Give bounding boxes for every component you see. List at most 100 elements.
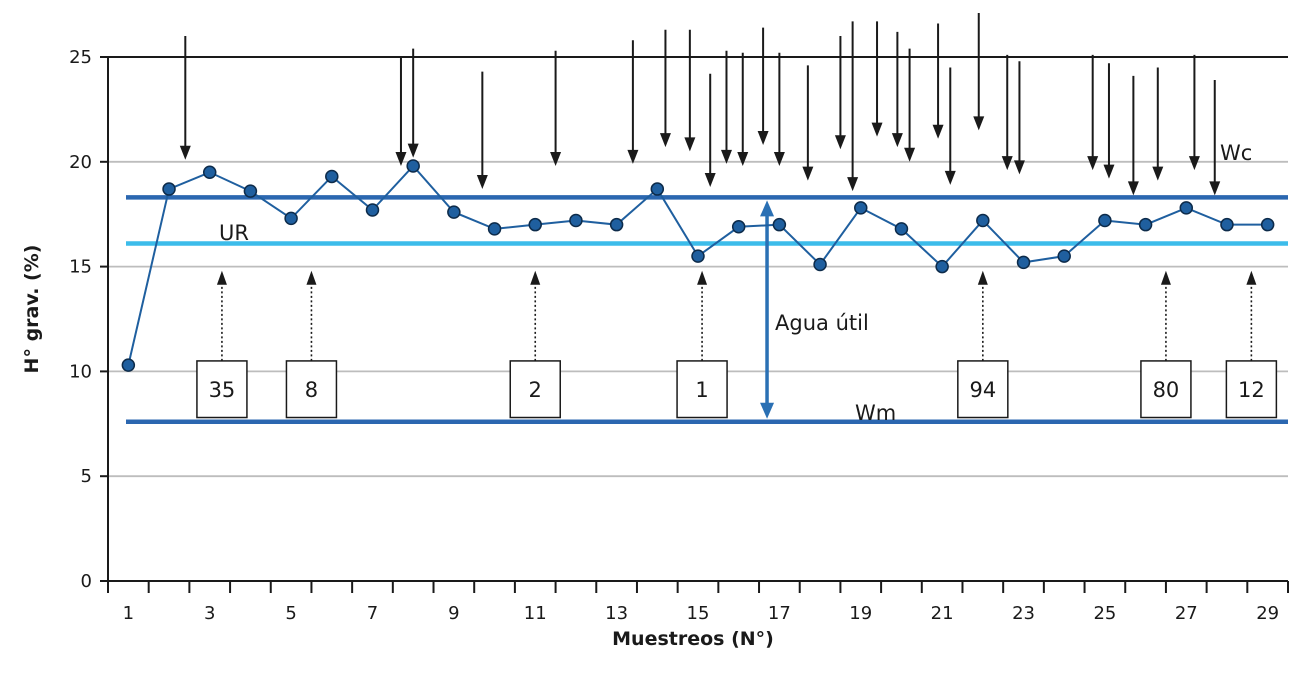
rain-arrow-head bbox=[737, 151, 749, 166]
irrigation-arrow-head bbox=[306, 270, 317, 285]
x-tick-label: 13 bbox=[605, 603, 628, 624]
rain-arrow-head bbox=[944, 170, 956, 185]
reference-label-wm: Wm bbox=[855, 401, 896, 425]
irrigation-event: 2 bbox=[509, 270, 561, 419]
irrigation-arrow-head bbox=[530, 270, 541, 285]
rain-arrow-head bbox=[834, 135, 846, 150]
rain-arrow-head bbox=[395, 151, 407, 166]
data-point bbox=[487, 222, 502, 236]
irrigation-value: 1 bbox=[695, 378, 708, 402]
x-tick-label: 21 bbox=[931, 603, 954, 624]
y-tick-label: 0 bbox=[81, 571, 92, 592]
irrigation-box bbox=[285, 360, 338, 419]
data-point bbox=[650, 182, 665, 196]
irrigation-value: 94 bbox=[969, 378, 996, 402]
data-point bbox=[121, 358, 136, 372]
rain-arrow-head bbox=[627, 149, 639, 164]
reference-label-ur: UR bbox=[219, 221, 249, 245]
x-tick-label: 7 bbox=[367, 603, 378, 624]
irrigation-arrow-head bbox=[697, 270, 708, 285]
irrigation-box bbox=[196, 360, 248, 419]
rain-arrow-head bbox=[757, 131, 769, 146]
x-tick-label: 27 bbox=[1175, 603, 1198, 624]
data-point bbox=[1138, 217, 1153, 232]
rain-arrow-head bbox=[659, 133, 671, 148]
available-water-label: Agua útil bbox=[775, 311, 869, 335]
irrigation-arrow-head bbox=[977, 270, 988, 285]
rain-arrow-head bbox=[1127, 181, 1139, 196]
data-point bbox=[976, 213, 990, 228]
x-tick-label: 29 bbox=[1256, 603, 1279, 624]
data-point bbox=[609, 217, 624, 232]
x-tick-label: 17 bbox=[768, 603, 791, 624]
data-point bbox=[813, 257, 827, 272]
irrigation-arrow-head bbox=[216, 270, 227, 285]
y-tick-label: 5 bbox=[81, 466, 92, 487]
irrigation-event: 8 bbox=[285, 270, 338, 419]
y-tick-label: 25 bbox=[69, 47, 92, 68]
irrigation-value: 8 bbox=[305, 378, 318, 402]
x-tick-label: 5 bbox=[285, 603, 296, 624]
rain-arrow-head bbox=[684, 137, 696, 152]
chart-labels: Muestreos (N°) H° grav. (%) Wc UR Wm Agua úti… bbox=[21, 141, 1252, 650]
data-point bbox=[1098, 213, 1112, 228]
rain-arrow-head bbox=[179, 145, 191, 160]
x-tick-label: 19 bbox=[849, 603, 872, 624]
rain-arrow-head bbox=[1188, 156, 1200, 171]
reference-label-wc: Wc bbox=[1220, 141, 1252, 165]
x-tick-label: 23 bbox=[1012, 603, 1035, 624]
irrigation-arrow-head bbox=[1160, 270, 1171, 285]
rain-arrow-head bbox=[704, 172, 716, 187]
rain-arrow-head bbox=[904, 147, 916, 162]
data-point bbox=[1179, 201, 1194, 215]
data-point bbox=[162, 182, 176, 196]
available-water-arrow-head-bottom bbox=[760, 402, 775, 419]
rain-arrow-head bbox=[847, 177, 859, 192]
irrigation-events: 35 8 2 1 94 80 12 bbox=[196, 270, 1278, 419]
y-tick-label: 10 bbox=[69, 361, 92, 382]
data-point bbox=[894, 222, 909, 236]
irrigation-value: 35 bbox=[209, 378, 236, 402]
irrigation-box bbox=[1140, 360, 1192, 419]
irrigation-value: 12 bbox=[1238, 378, 1265, 402]
data-point bbox=[406, 159, 420, 173]
available-water-arrow-head-top bbox=[760, 200, 775, 217]
y-tick-label: 15 bbox=[69, 257, 92, 278]
data-point bbox=[569, 213, 583, 228]
irrigation-value: 80 bbox=[1153, 378, 1180, 402]
data-point bbox=[202, 165, 217, 180]
series-layer bbox=[121, 159, 1275, 372]
data-point bbox=[284, 211, 298, 226]
data-point bbox=[528, 217, 542, 232]
rain-arrow-head bbox=[720, 149, 732, 164]
rain-arrow-head bbox=[1209, 181, 1221, 196]
rain-arrow-head bbox=[871, 122, 883, 137]
data-point bbox=[691, 249, 705, 263]
rain-arrow-head bbox=[891, 133, 903, 148]
irrigation-event: 94 bbox=[957, 270, 1009, 419]
x-tick-label: 3 bbox=[204, 603, 215, 624]
data-point bbox=[1220, 217, 1234, 232]
rain-arrow-head bbox=[550, 151, 562, 166]
rain-arrow-head bbox=[1103, 164, 1115, 179]
rain-arrow-head bbox=[932, 124, 944, 139]
rain-arrow-head bbox=[1087, 156, 1099, 171]
irrigation-event: 80 bbox=[1140, 270, 1192, 419]
irrigation-value: 2 bbox=[529, 378, 542, 402]
data-point bbox=[1016, 255, 1031, 270]
data-point bbox=[325, 169, 339, 184]
data-point bbox=[772, 217, 787, 232]
rain-arrow-head bbox=[407, 143, 419, 158]
rain-arrow-head bbox=[1001, 156, 1013, 171]
rain-arrow-head bbox=[1013, 160, 1025, 175]
x-tick-label: 1 bbox=[123, 603, 134, 624]
data-point bbox=[243, 184, 258, 198]
irrigation-box bbox=[509, 360, 561, 419]
rain-arrow-head bbox=[476, 175, 488, 190]
rain-arrow-head bbox=[802, 166, 814, 181]
irrigation-box bbox=[676, 360, 728, 419]
data-point bbox=[1260, 217, 1275, 232]
x-tick-label: 9 bbox=[448, 603, 459, 624]
